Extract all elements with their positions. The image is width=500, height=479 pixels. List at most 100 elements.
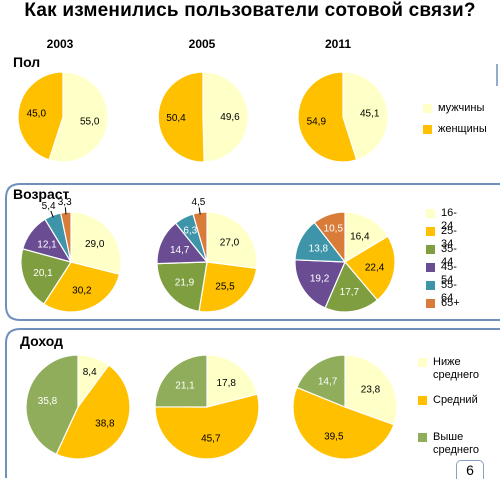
section-label-age: Возраст xyxy=(13,186,70,202)
pie-slice xyxy=(344,235,396,301)
legend-swatch xyxy=(426,281,435,290)
legend-swatch xyxy=(423,125,432,134)
page-title: Как изменились пользователи сотовой связ… xyxy=(24,0,476,21)
legend-swatch xyxy=(426,209,435,218)
data-label: 45,1 xyxy=(360,108,380,119)
data-label: 17,8 xyxy=(216,378,236,389)
data-label: 6,3 xyxy=(183,226,197,237)
pie-slice xyxy=(156,261,208,313)
pie-chart: 49,6 50,4 xyxy=(157,71,249,163)
legend-item: Выше среднего xyxy=(418,431,479,457)
pie-chart: 29,0 30,2 20,1 12,1 5,4 3,3 xyxy=(20,197,122,313)
pie-slice xyxy=(17,71,64,161)
legend-item: женщины xyxy=(423,123,487,136)
frame-income xyxy=(5,328,500,478)
pie-slice xyxy=(294,259,346,309)
data-label: 35,8 xyxy=(38,396,58,407)
legend-item: 35-44 xyxy=(426,243,457,269)
legend-label: Выше среднего xyxy=(433,431,479,456)
data-label: 13,8 xyxy=(309,244,329,255)
legend-label: Ниже среднего xyxy=(433,356,479,381)
legend-swatch xyxy=(426,299,435,308)
pie-chart: 23,8 39,5 14,7 xyxy=(292,354,398,460)
pie-chart: 8,4 38,8 35,8 xyxy=(25,354,131,460)
pie-slice xyxy=(297,71,358,163)
year-label-2011: 2011 xyxy=(324,37,352,51)
legend-swatch xyxy=(426,245,435,254)
data-label: 10,5 xyxy=(324,223,344,234)
pie-slice xyxy=(198,261,258,313)
section-label-income: Доход xyxy=(20,333,64,349)
data-label: 39,5 xyxy=(324,432,344,443)
legend-swatch xyxy=(423,104,432,113)
data-label: 30,2 xyxy=(72,285,92,296)
pie-slice xyxy=(154,354,208,408)
leader-line xyxy=(64,207,67,215)
data-label: 25,5 xyxy=(215,282,235,293)
year-label-2003: 2003 xyxy=(46,37,74,51)
pie-chart: 27,0 25,5 21,9 14,7 6,3 4,5 xyxy=(156,197,258,313)
legend-swatch xyxy=(418,358,427,367)
pie-slice xyxy=(292,386,395,460)
data-label: 8,4 xyxy=(83,367,97,378)
leader-line xyxy=(198,207,201,215)
legend-item: Ниже среднего xyxy=(418,356,479,382)
pie-chart: 17,8 45,7 21,1 xyxy=(154,354,260,460)
legend-item: 55-64 xyxy=(426,279,457,305)
legend-swatch xyxy=(418,396,427,405)
data-label: 29,0 xyxy=(85,239,105,250)
legend-label: 55-64 xyxy=(441,279,457,304)
legend-item: Средний xyxy=(418,394,478,407)
data-label: 17,7 xyxy=(340,287,360,298)
data-label: 55,0 xyxy=(80,117,100,128)
pie-slice xyxy=(48,71,109,163)
legend-swatch xyxy=(418,433,427,442)
data-label: 38,8 xyxy=(95,418,115,429)
leader-line xyxy=(50,210,54,218)
pie-slice xyxy=(206,211,258,270)
pie-chart: 55,0 45,0 xyxy=(17,71,109,163)
data-label: 14,7 xyxy=(170,245,190,256)
pie-slice xyxy=(324,260,379,313)
year-label-2005: 2005 xyxy=(188,37,216,51)
legend-label: мужчины xyxy=(438,102,485,114)
legend-label: 65+ xyxy=(441,297,460,309)
data-label: 49,6 xyxy=(220,112,240,123)
data-label: 27,0 xyxy=(220,238,240,249)
pie-slice xyxy=(25,354,79,456)
data-label: 16,4 xyxy=(350,231,370,242)
data-label: 3,3 xyxy=(58,197,72,208)
legend-label: Средний xyxy=(433,394,478,406)
legend-label: 16-24 xyxy=(441,207,457,232)
frame-age xyxy=(5,183,500,321)
data-label: 45,0 xyxy=(27,108,47,119)
pie-slice xyxy=(43,261,121,313)
pie-chart: 45,1 54,9 xyxy=(297,71,389,163)
data-label: 4,5 xyxy=(191,197,205,208)
legend-item: 45-54 xyxy=(426,261,457,287)
pie-slice xyxy=(344,354,398,426)
pie-slice xyxy=(154,393,260,460)
data-label: 21,9 xyxy=(175,277,195,288)
data-label: 22,4 xyxy=(365,262,385,273)
pie-slice xyxy=(342,71,389,161)
data-label: 45,7 xyxy=(201,434,221,445)
data-label: 19,2 xyxy=(310,273,330,284)
data-label: 23,8 xyxy=(361,385,381,396)
legend-item: 16-24 xyxy=(426,207,457,233)
pie-slice xyxy=(296,354,346,408)
legend-item: мужчины xyxy=(423,102,484,115)
legend-label: 45-54 xyxy=(441,261,457,286)
pie-slice xyxy=(157,71,205,163)
pie-slice xyxy=(206,354,259,408)
data-label: 21,1 xyxy=(175,380,195,391)
data-label: 5,4 xyxy=(42,201,56,212)
pie-slice xyxy=(20,248,72,305)
data-label: 54,9 xyxy=(307,117,327,128)
legend-label: 35-44 xyxy=(441,243,457,268)
pie-slice xyxy=(70,211,122,276)
legend-item: 25-34 xyxy=(426,225,457,251)
page-number: 6 xyxy=(456,460,484,479)
